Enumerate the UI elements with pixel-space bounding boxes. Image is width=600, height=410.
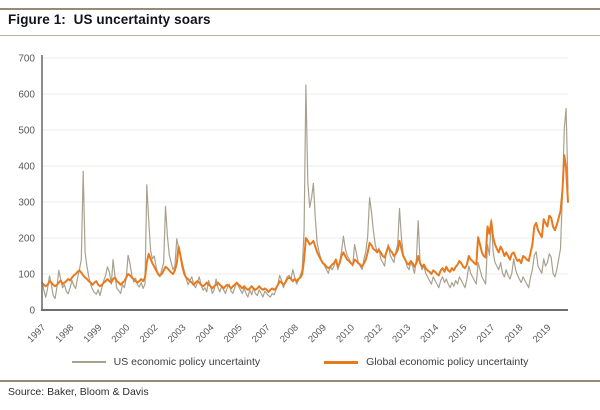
x-tick-label-2015: 2015 [447, 322, 470, 345]
chart-legend: US economic policy uncertainty Global ec… [0, 353, 600, 371]
y-tick-label-100: 100 [18, 270, 35, 281]
us-epu-line [41, 84, 569, 300]
y-tick-label-600: 600 [18, 90, 35, 101]
y-tick-label-400: 400 [18, 162, 35, 173]
x-tick-label-2010: 2010 [334, 322, 357, 345]
x-tick-label-2003: 2003 [166, 322, 189, 345]
x-tick-label-1999: 1999 [82, 322, 105, 345]
x-tick-label-2007: 2007 [250, 322, 273, 345]
x-tick-label-2005: 2005 [222, 322, 245, 345]
x-tick-label-2017: 2017 [475, 322, 498, 345]
x-tick-label-2002: 2002 [138, 322, 161, 345]
y-tick-label-0: 0 [29, 306, 35, 317]
us-series-swatch [71, 361, 106, 363]
source-divider [0, 380, 600, 382]
y-tick-label-500: 500 [18, 126, 35, 137]
top-divider [0, 8, 600, 10]
x-tick-label-2000: 2000 [110, 322, 133, 345]
global-series-label: Global economic policy uncertainty [366, 356, 529, 368]
global-series-swatch [324, 360, 359, 364]
x-tick-label-1998: 1998 [53, 322, 76, 345]
figure-title: Figure 1: US uncertainty soars [8, 12, 211, 27]
x-tick-label-1997: 1997 [25, 322, 48, 345]
us-series-label: US economic policy uncertainty [113, 356, 261, 368]
x-tick-label-2019: 2019 [531, 322, 554, 345]
y-tick-label-700: 700 [18, 54, 35, 65]
x-tick-label-2018: 2018 [503, 322, 526, 345]
x-tick-label-2014: 2014 [418, 322, 441, 345]
x-tick-label-2012: 2012 [362, 322, 385, 345]
x-tick-label-2013: 2013 [390, 322, 413, 345]
y-tick-label-200: 200 [18, 234, 35, 245]
legend-item-us: US economic policy uncertainty [71, 356, 261, 368]
x-tick-label-2008: 2008 [278, 322, 301, 345]
title-divider [0, 35, 600, 36]
global-epu-line [41, 154, 569, 293]
x-tick-label-2004: 2004 [194, 322, 217, 345]
legend-item-global: Global economic policy uncertainty [324, 356, 528, 368]
x-tick-label-2009: 2009 [306, 322, 329, 345]
y-tick-label-300: 300 [18, 198, 35, 209]
source-text: Source: Baker, Bloom & Davis [8, 386, 149, 398]
